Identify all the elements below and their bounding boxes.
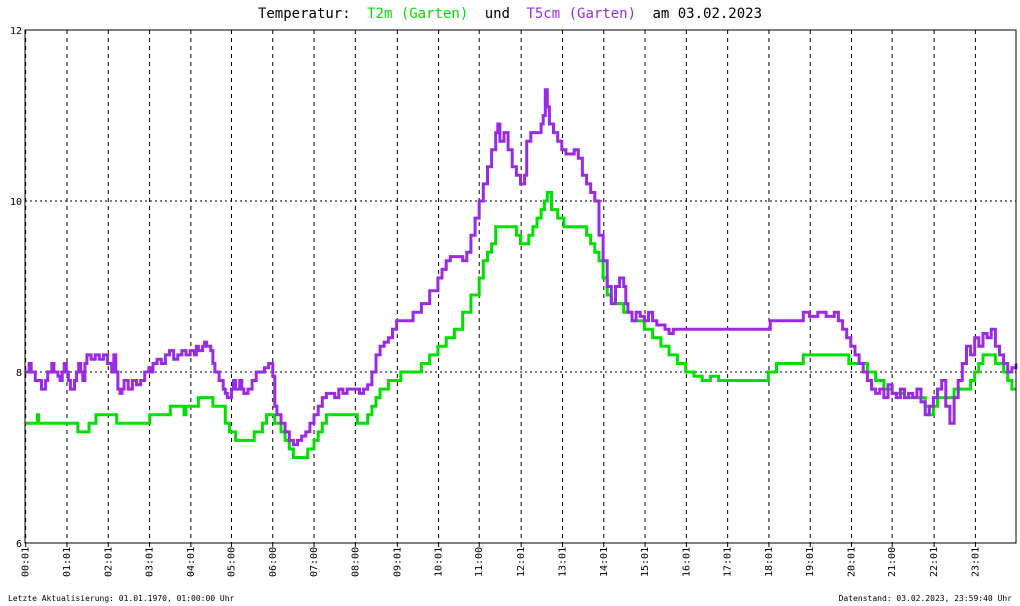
x-tick-label: 12:01 (516, 547, 527, 577)
series-line-t5cm (25, 88, 1018, 447)
chart-title: Temperatur: T2m (Garten) und T5cm (Garte… (258, 6, 762, 22)
x-tick-label: 21:00 (887, 547, 898, 577)
title-suffix: am 03.02.2023 (652, 6, 762, 22)
x-tick-label: 05:00 (226, 547, 237, 577)
grid (25, 30, 1016, 543)
footer-last-update: Letzte Aktualisierung: 01.01.1970, 01:00… (8, 594, 235, 603)
x-tick-label: 20:01 (847, 547, 858, 577)
axes: 6 8 10 12 00:01 01:01 02:01 03:01 04:01 05:00 06:0… (10, 26, 1017, 577)
x-tick-label: 02:01 (103, 547, 114, 577)
x-tick-label: 08:00 (350, 547, 361, 577)
x-tick-label: 01:01 (62, 547, 73, 577)
x-tick-label: 09:01 (392, 547, 403, 577)
series-line-t2m (25, 191, 1016, 459)
plot-frame (24, 29, 1017, 544)
x-tick-label: 03:01 (145, 547, 156, 577)
series-layer (25, 88, 1018, 459)
title-series2: T5cm (Garten) (526, 6, 636, 22)
x-tick-label: 23:01 (970, 547, 981, 577)
x-tick-label: 00:01 (21, 547, 32, 577)
x-tick-label: 07:00 (309, 547, 320, 577)
title-joiner: und (485, 6, 510, 22)
x-tick-label: 18:01 (764, 547, 775, 577)
x-tick-label: 13:01 (557, 547, 568, 577)
x-tick-label: 17:01 (723, 547, 734, 577)
title-series1: T2m (Garten) (367, 6, 468, 22)
y-tick-label: 10 (10, 197, 22, 208)
footer-data-status: Datenstand: 03.02.2023, 23:59:40 Uhr (839, 594, 1013, 603)
x-tick-label: 06:00 (268, 547, 279, 577)
x-tick-label: 11:00 (474, 547, 485, 577)
x-tick-label: 04:01 (186, 547, 197, 577)
y-tick-label: 8 (16, 368, 22, 379)
x-tick-label: 19:01 (805, 547, 816, 577)
x-tick-label: 10:01 (434, 547, 445, 577)
x-tick-label: 22:01 (929, 547, 940, 577)
x-tick-label: 16:01 (681, 547, 692, 577)
y-tick-label: 6 (16, 539, 22, 550)
title-prefix: Temperatur: (258, 6, 351, 22)
x-tick-label: 14:01 (599, 547, 610, 577)
x-tick-label: 15:01 (640, 547, 651, 577)
y-tick-label: 12 (10, 26, 22, 37)
